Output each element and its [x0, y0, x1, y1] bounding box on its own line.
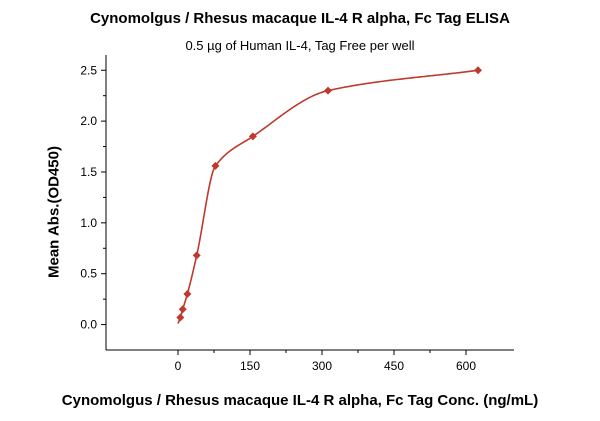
- y-tick-label: 2.5: [80, 63, 97, 77]
- axes: 0 150 300 450 600 0.0 0.5 1.0 1.5 2.0 2.5: [80, 55, 514, 373]
- data-point: [211, 161, 220, 170]
- data-point: [474, 66, 482, 75]
- x-tick-label: 600: [456, 359, 476, 373]
- data-point: [248, 132, 257, 141]
- data-points: [176, 66, 482, 322]
- x-tick-label: 0: [175, 359, 182, 373]
- x-tick-label: 300: [312, 359, 332, 373]
- data-point: [176, 313, 185, 322]
- x-tick-label: 150: [240, 359, 260, 373]
- data-point: [324, 86, 332, 95]
- chart-title: Cynomolgus / Rhesus macaque IL-4 R alpha…: [90, 10, 510, 27]
- y-axis-title: Mean Abs.(OD450): [45, 146, 63, 278]
- y-tick-label: 1.0: [80, 216, 97, 230]
- y-tick-label: 0.0: [80, 318, 97, 332]
- data-point: [183, 290, 192, 299]
- x-tick-label: 450: [384, 359, 404, 373]
- y-tick-label: 0.5: [80, 267, 97, 281]
- data-point: [178, 305, 187, 314]
- y-tick-label: 1.5: [80, 165, 97, 179]
- y-tick-label: 2.0: [80, 114, 97, 128]
- fit-curve: [177, 69, 479, 324]
- x-axis-title: Cynomolgus / Rhesus macaque IL-4 R alpha…: [61, 392, 539, 409]
- chart-subtitle: 0.5 µg of Human IL-4, Tag Free per well: [185, 38, 415, 53]
- data-point: [192, 251, 201, 260]
